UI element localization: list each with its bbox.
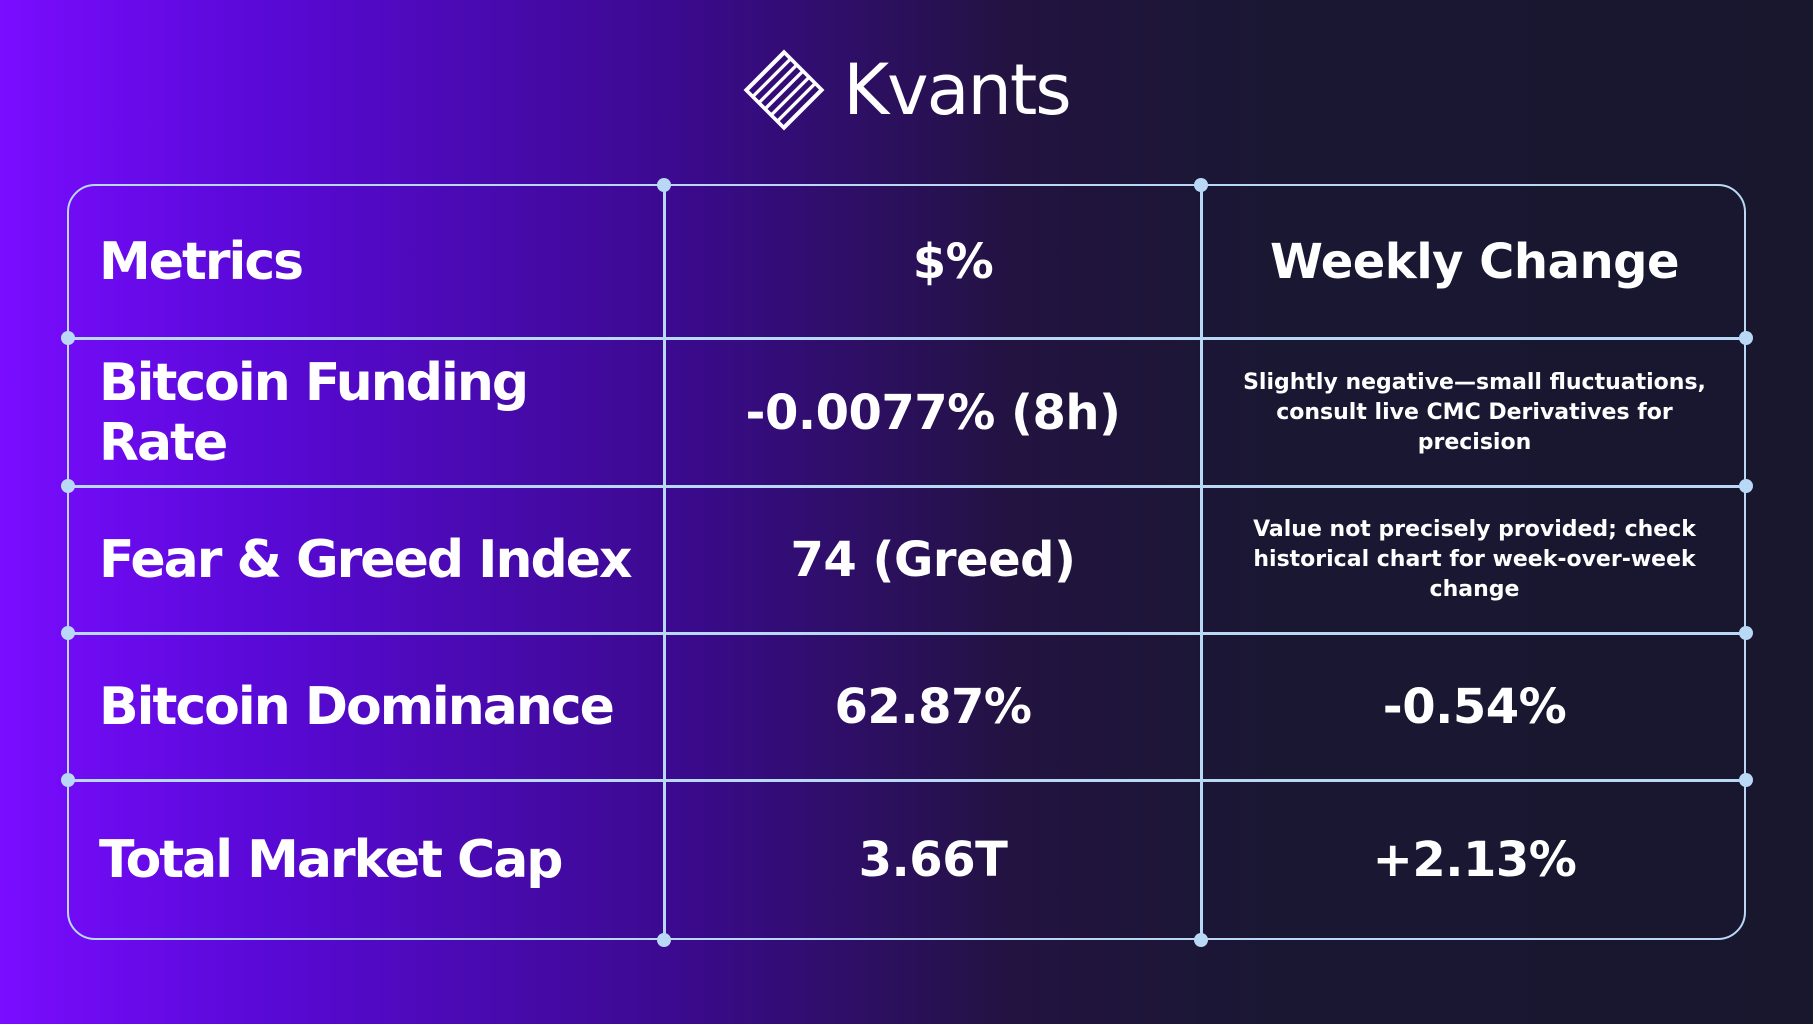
column-divider: [1200, 184, 1203, 940]
row-divider: [67, 337, 1746, 340]
row-weekly-change: -0.54%: [1382, 679, 1567, 735]
row-divider: [67, 485, 1746, 488]
grid-node: [1194, 933, 1208, 947]
row-weekly-change: +2.13%: [1372, 832, 1577, 888]
header-metrics: Metrics: [99, 231, 304, 292]
row-weekly-change: Slightly negative—small fluctuations, co…: [1243, 369, 1706, 455]
grid-node: [657, 178, 671, 192]
brand-name: Kvants: [843, 49, 1072, 131]
grid-node: [61, 331, 75, 345]
grid-node: [1739, 479, 1753, 493]
header-value: $%: [912, 233, 994, 290]
grid-node: [61, 479, 75, 493]
row-divider: [67, 779, 1746, 782]
column-divider: [663, 184, 666, 940]
brand-header: Kvants: [0, 40, 1813, 140]
row-value: 3.66T: [858, 832, 1008, 888]
row-metric: Total Market Cap: [99, 830, 564, 890]
header-weekly-change: Weekly Change: [1269, 233, 1680, 290]
row-metric: Fear & Greed Index: [99, 530, 633, 590]
grid-node: [1739, 331, 1753, 345]
row-weekly-change: Value not precisely provided; check hist…: [1253, 517, 1696, 602]
row-metric: Bitcoin Funding Rate: [99, 352, 529, 473]
row-metric: Bitcoin Dominance: [99, 677, 615, 737]
row-value: -0.0077% (8h): [745, 384, 1121, 441]
grid-node: [1739, 626, 1753, 640]
row-value: 62.87%: [834, 679, 1032, 735]
metrics-table: Metrics $% Weekly Change Bitcoin Funding…: [61, 178, 1753, 947]
grid-node: [61, 773, 75, 787]
row-divider: [67, 632, 1746, 635]
grid-node: [1194, 178, 1208, 192]
grid-node: [657, 933, 671, 947]
row-value: 74 (Greed): [790, 532, 1076, 588]
striped-diamond-icon: [743, 49, 825, 131]
grid-node: [61, 626, 75, 640]
grid-node: [1739, 773, 1753, 787]
